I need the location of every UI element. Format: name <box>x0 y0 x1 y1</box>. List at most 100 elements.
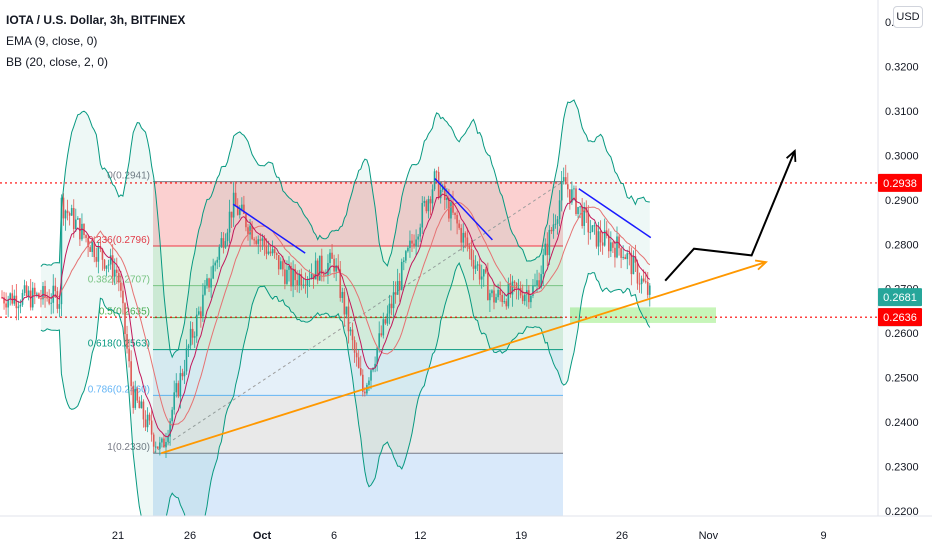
candle-body[interactable] <box>614 247 616 258</box>
candle-body[interactable] <box>532 285 534 296</box>
candle-body[interactable] <box>480 276 483 280</box>
candle-body[interactable] <box>277 255 280 270</box>
candle-body[interactable] <box>146 414 149 428</box>
candle-body[interactable] <box>79 218 81 240</box>
candle-body[interactable] <box>411 240 413 244</box>
candle-body[interactable] <box>257 239 260 244</box>
candle-body[interactable] <box>304 284 307 286</box>
candle-body[interactable] <box>23 285 26 293</box>
candle-body[interactable] <box>216 259 219 263</box>
wedge-trendline[interactable] <box>232 203 306 254</box>
candle-body[interactable] <box>87 237 89 248</box>
candle-body[interactable] <box>509 283 512 295</box>
candle-body[interactable] <box>470 248 473 260</box>
candle-body[interactable] <box>433 171 436 190</box>
wedge-trendline[interactable] <box>578 188 652 239</box>
candle-body[interactable] <box>105 265 108 269</box>
candle-body[interactable] <box>366 384 368 394</box>
candle-body[interactable] <box>362 374 364 392</box>
candle-body[interactable] <box>567 184 569 190</box>
candle-body[interactable] <box>581 206 583 226</box>
legend-ema[interactable]: EMA (9, close, 0) <box>6 34 98 48</box>
candle-body[interactable] <box>562 177 565 182</box>
candle-body[interactable] <box>571 189 573 203</box>
candle-body[interactable] <box>5 303 7 308</box>
candle-body[interactable] <box>200 311 202 317</box>
candle-body[interactable] <box>29 290 32 308</box>
candle-body[interactable] <box>42 286 44 300</box>
candle-body[interactable] <box>122 290 124 304</box>
candle-body[interactable] <box>620 248 622 258</box>
candle-body[interactable] <box>136 388 139 401</box>
candle-body[interactable] <box>132 386 134 408</box>
candle-body[interactable] <box>128 348 130 362</box>
candle-body[interactable] <box>25 285 28 297</box>
candle-body[interactable] <box>456 215 458 224</box>
candle-body[interactable] <box>75 219 77 230</box>
candle-body[interactable] <box>321 255 323 274</box>
candle-body[interactable] <box>495 297 497 303</box>
candle-body[interactable] <box>70 208 73 216</box>
candle-body[interactable] <box>329 252 331 263</box>
candle-body[interactable] <box>405 251 407 261</box>
candle-body[interactable] <box>624 256 626 260</box>
ema-line[interactable] <box>1 193 651 438</box>
candle-body[interactable] <box>124 303 126 335</box>
candle-body[interactable] <box>13 295 16 304</box>
candle-body[interactable] <box>587 212 590 233</box>
candle-body[interactable] <box>351 329 354 341</box>
candle-body[interactable] <box>159 442 161 449</box>
candle-body[interactable] <box>64 210 67 219</box>
candle-body[interactable] <box>501 294 503 303</box>
candle-body[interactable] <box>386 313 389 324</box>
candle-body[interactable] <box>394 292 397 295</box>
candle-body[interactable] <box>427 199 430 212</box>
candle-body[interactable] <box>540 274 542 288</box>
candle-body[interactable] <box>353 340 356 353</box>
candle-body[interactable] <box>595 225 598 247</box>
candle-body[interactable] <box>234 192 237 206</box>
candle-body[interactable] <box>249 225 251 235</box>
candle-body[interactable] <box>236 205 239 215</box>
candle-body[interactable] <box>185 348 188 372</box>
candle-body[interactable] <box>355 352 358 358</box>
candle-body[interactable] <box>640 278 643 285</box>
candle-body[interactable] <box>464 232 467 238</box>
candle-body[interactable] <box>161 438 163 443</box>
candle-body[interactable] <box>339 269 342 298</box>
candle-body[interactable] <box>218 246 221 260</box>
candle-body[interactable] <box>347 306 350 332</box>
candle-body[interactable] <box>413 243 415 247</box>
candle-body[interactable] <box>253 239 255 241</box>
candle-body[interactable] <box>173 392 175 410</box>
candle-body[interactable] <box>460 227 462 243</box>
candle-body[interactable] <box>91 242 93 252</box>
candle-body[interactable] <box>296 280 298 286</box>
candle-body[interactable] <box>318 255 321 281</box>
candle-body[interactable] <box>370 370 372 381</box>
candle-body[interactable] <box>109 255 112 265</box>
candle-body[interactable] <box>113 269 116 277</box>
candle-body[interactable] <box>485 269 487 273</box>
candle-body[interactable] <box>556 219 559 224</box>
candle-body[interactable] <box>493 290 495 303</box>
candle-body[interactable] <box>316 260 319 281</box>
candle-body[interactable] <box>499 289 501 295</box>
candle-body[interactable] <box>431 189 434 204</box>
candle-body[interactable] <box>85 234 87 238</box>
candle-body[interactable] <box>220 238 223 247</box>
candle-body[interactable] <box>204 285 206 295</box>
candle-body[interactable] <box>583 207 585 226</box>
candle-body[interactable] <box>646 281 649 295</box>
candle-body[interactable] <box>77 218 79 220</box>
candle-body[interactable] <box>579 206 581 208</box>
candle-body[interactable] <box>189 328 192 346</box>
candle-body[interactable] <box>364 391 366 394</box>
candle-body[interactable] <box>419 227 421 237</box>
candle-body[interactable] <box>626 253 629 260</box>
candle-body[interactable] <box>462 232 465 243</box>
candle-body[interactable] <box>224 241 227 248</box>
candle-body[interactable] <box>280 261 282 270</box>
candle-body[interactable] <box>111 255 114 277</box>
candle-body[interactable] <box>89 247 91 252</box>
